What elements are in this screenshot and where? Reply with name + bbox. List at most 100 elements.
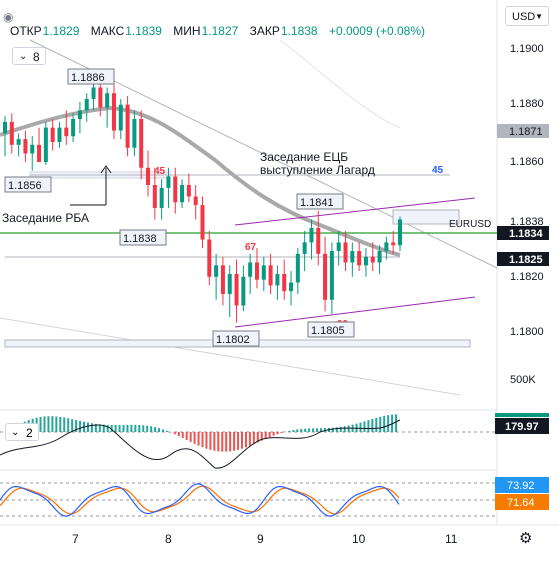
candle-body	[78, 110, 82, 119]
indicators-toggle-button[interactable]: ⌄ 8	[12, 47, 46, 65]
macd-bar	[225, 432, 227, 452]
high-label: МАКС	[91, 24, 125, 38]
macd-bar	[158, 428, 160, 432]
candle-body	[85, 99, 89, 110]
macd-bar	[138, 425, 140, 432]
macd-bar	[277, 432, 279, 434]
macd-bar	[154, 427, 156, 432]
candle-body	[3, 122, 7, 133]
candle-body	[316, 228, 320, 254]
low-value: 1.1827	[202, 24, 239, 38]
candle-body	[214, 265, 218, 276]
macd-bar	[304, 429, 306, 432]
macd-bar	[146, 426, 148, 432]
candle-body	[166, 176, 170, 187]
macd-bar	[253, 432, 255, 444]
currency-label: USD	[512, 11, 535, 23]
macd-bar	[107, 425, 109, 432]
macd-bar	[221, 432, 223, 452]
candle-body	[207, 240, 211, 277]
candle-body	[275, 274, 279, 285]
trend-line-lower[interactable]	[0, 318, 460, 395]
candle-body	[235, 274, 239, 306]
candle-body	[350, 251, 354, 262]
time-tick: 10	[352, 532, 366, 546]
macd-bar	[312, 428, 314, 432]
candle-body	[241, 277, 245, 306]
label-67: 67	[245, 242, 257, 253]
price-tick: 1.1900	[510, 43, 544, 55]
rba-annotation[interactable]: Заседание РБА	[2, 211, 89, 225]
open-label: ОТКР	[10, 24, 42, 38]
macd-bar	[300, 429, 302, 432]
macd-bar	[360, 423, 362, 432]
candle-body	[105, 93, 109, 107]
macd-bar	[348, 426, 350, 432]
macd-bar	[241, 432, 243, 449]
candle-body	[262, 265, 266, 279]
candle-body	[357, 251, 361, 265]
candle-body	[71, 119, 75, 136]
close-value: 1.1838	[281, 24, 318, 38]
price-tick: 1.1820	[510, 271, 544, 283]
macd-bar	[375, 418, 377, 432]
candle-body	[309, 228, 313, 242]
macd-bar	[379, 417, 381, 432]
candle-body	[30, 145, 34, 154]
macd-histogram	[8, 414, 397, 451]
candle-body	[289, 283, 293, 292]
macd-bar	[269, 432, 271, 437]
macd-bar	[44, 416, 46, 432]
time-tick: 9	[257, 532, 264, 546]
candle-body	[98, 87, 102, 107]
macd-bar	[245, 432, 247, 447]
macd-bar	[130, 425, 132, 432]
candle-body	[255, 262, 259, 279]
channel-line-lower[interactable]	[235, 297, 475, 327]
eye-icon[interactable]: ◉	[3, 10, 17, 24]
macd-bar	[119, 425, 121, 432]
candle-body	[37, 145, 41, 162]
candle-body	[153, 185, 157, 208]
ecb-annotation-line2[interactable]: выступление Лагард	[260, 163, 375, 177]
macd-bar	[134, 425, 136, 432]
candle-body	[296, 254, 300, 283]
macd-hist-badge	[495, 413, 549, 417]
macd-bar	[115, 425, 117, 432]
volume-axis-label: 500K	[510, 374, 536, 386]
macd-bar	[229, 432, 231, 451]
time-tick: 8	[165, 532, 172, 546]
macd-bar	[55, 416, 57, 432]
ecb-annotation-line1[interactable]: Заседание ЕЦБ	[260, 150, 348, 164]
candle-body	[337, 242, 341, 251]
currency-select[interactable]: USD ▼	[505, 6, 549, 26]
macd-bar	[296, 429, 298, 432]
macd-bar	[186, 432, 188, 440]
candle-body	[92, 87, 96, 98]
candle-body	[398, 219, 402, 245]
gear-icon[interactable]: ⚙	[519, 531, 535, 547]
macd-bar	[363, 421, 365, 432]
macd-bar	[79, 421, 81, 432]
stoch-k-text: 73.92	[507, 480, 535, 492]
candle-body	[371, 257, 375, 263]
change-value: +0.0009 (+0.08%)	[329, 24, 425, 38]
candle-body	[51, 128, 55, 142]
macd-bar	[316, 428, 318, 432]
candle-body	[44, 128, 48, 162]
macd-bar	[202, 432, 204, 447]
macd-bar	[237, 432, 239, 450]
candle-body	[228, 274, 232, 294]
price-label-1856: 1.1856	[8, 180, 42, 192]
macd-bar	[59, 417, 61, 432]
pane-indicators-button[interactable]: ⌄ 2	[5, 423, 39, 441]
macd-bar	[123, 425, 125, 432]
label-45-red: 45	[154, 166, 166, 177]
macd-bar	[273, 432, 275, 436]
label-45-blue: 45	[432, 165, 444, 176]
candle-body	[146, 168, 150, 185]
candle-body	[132, 119, 136, 148]
macd-bar	[91, 423, 93, 432]
